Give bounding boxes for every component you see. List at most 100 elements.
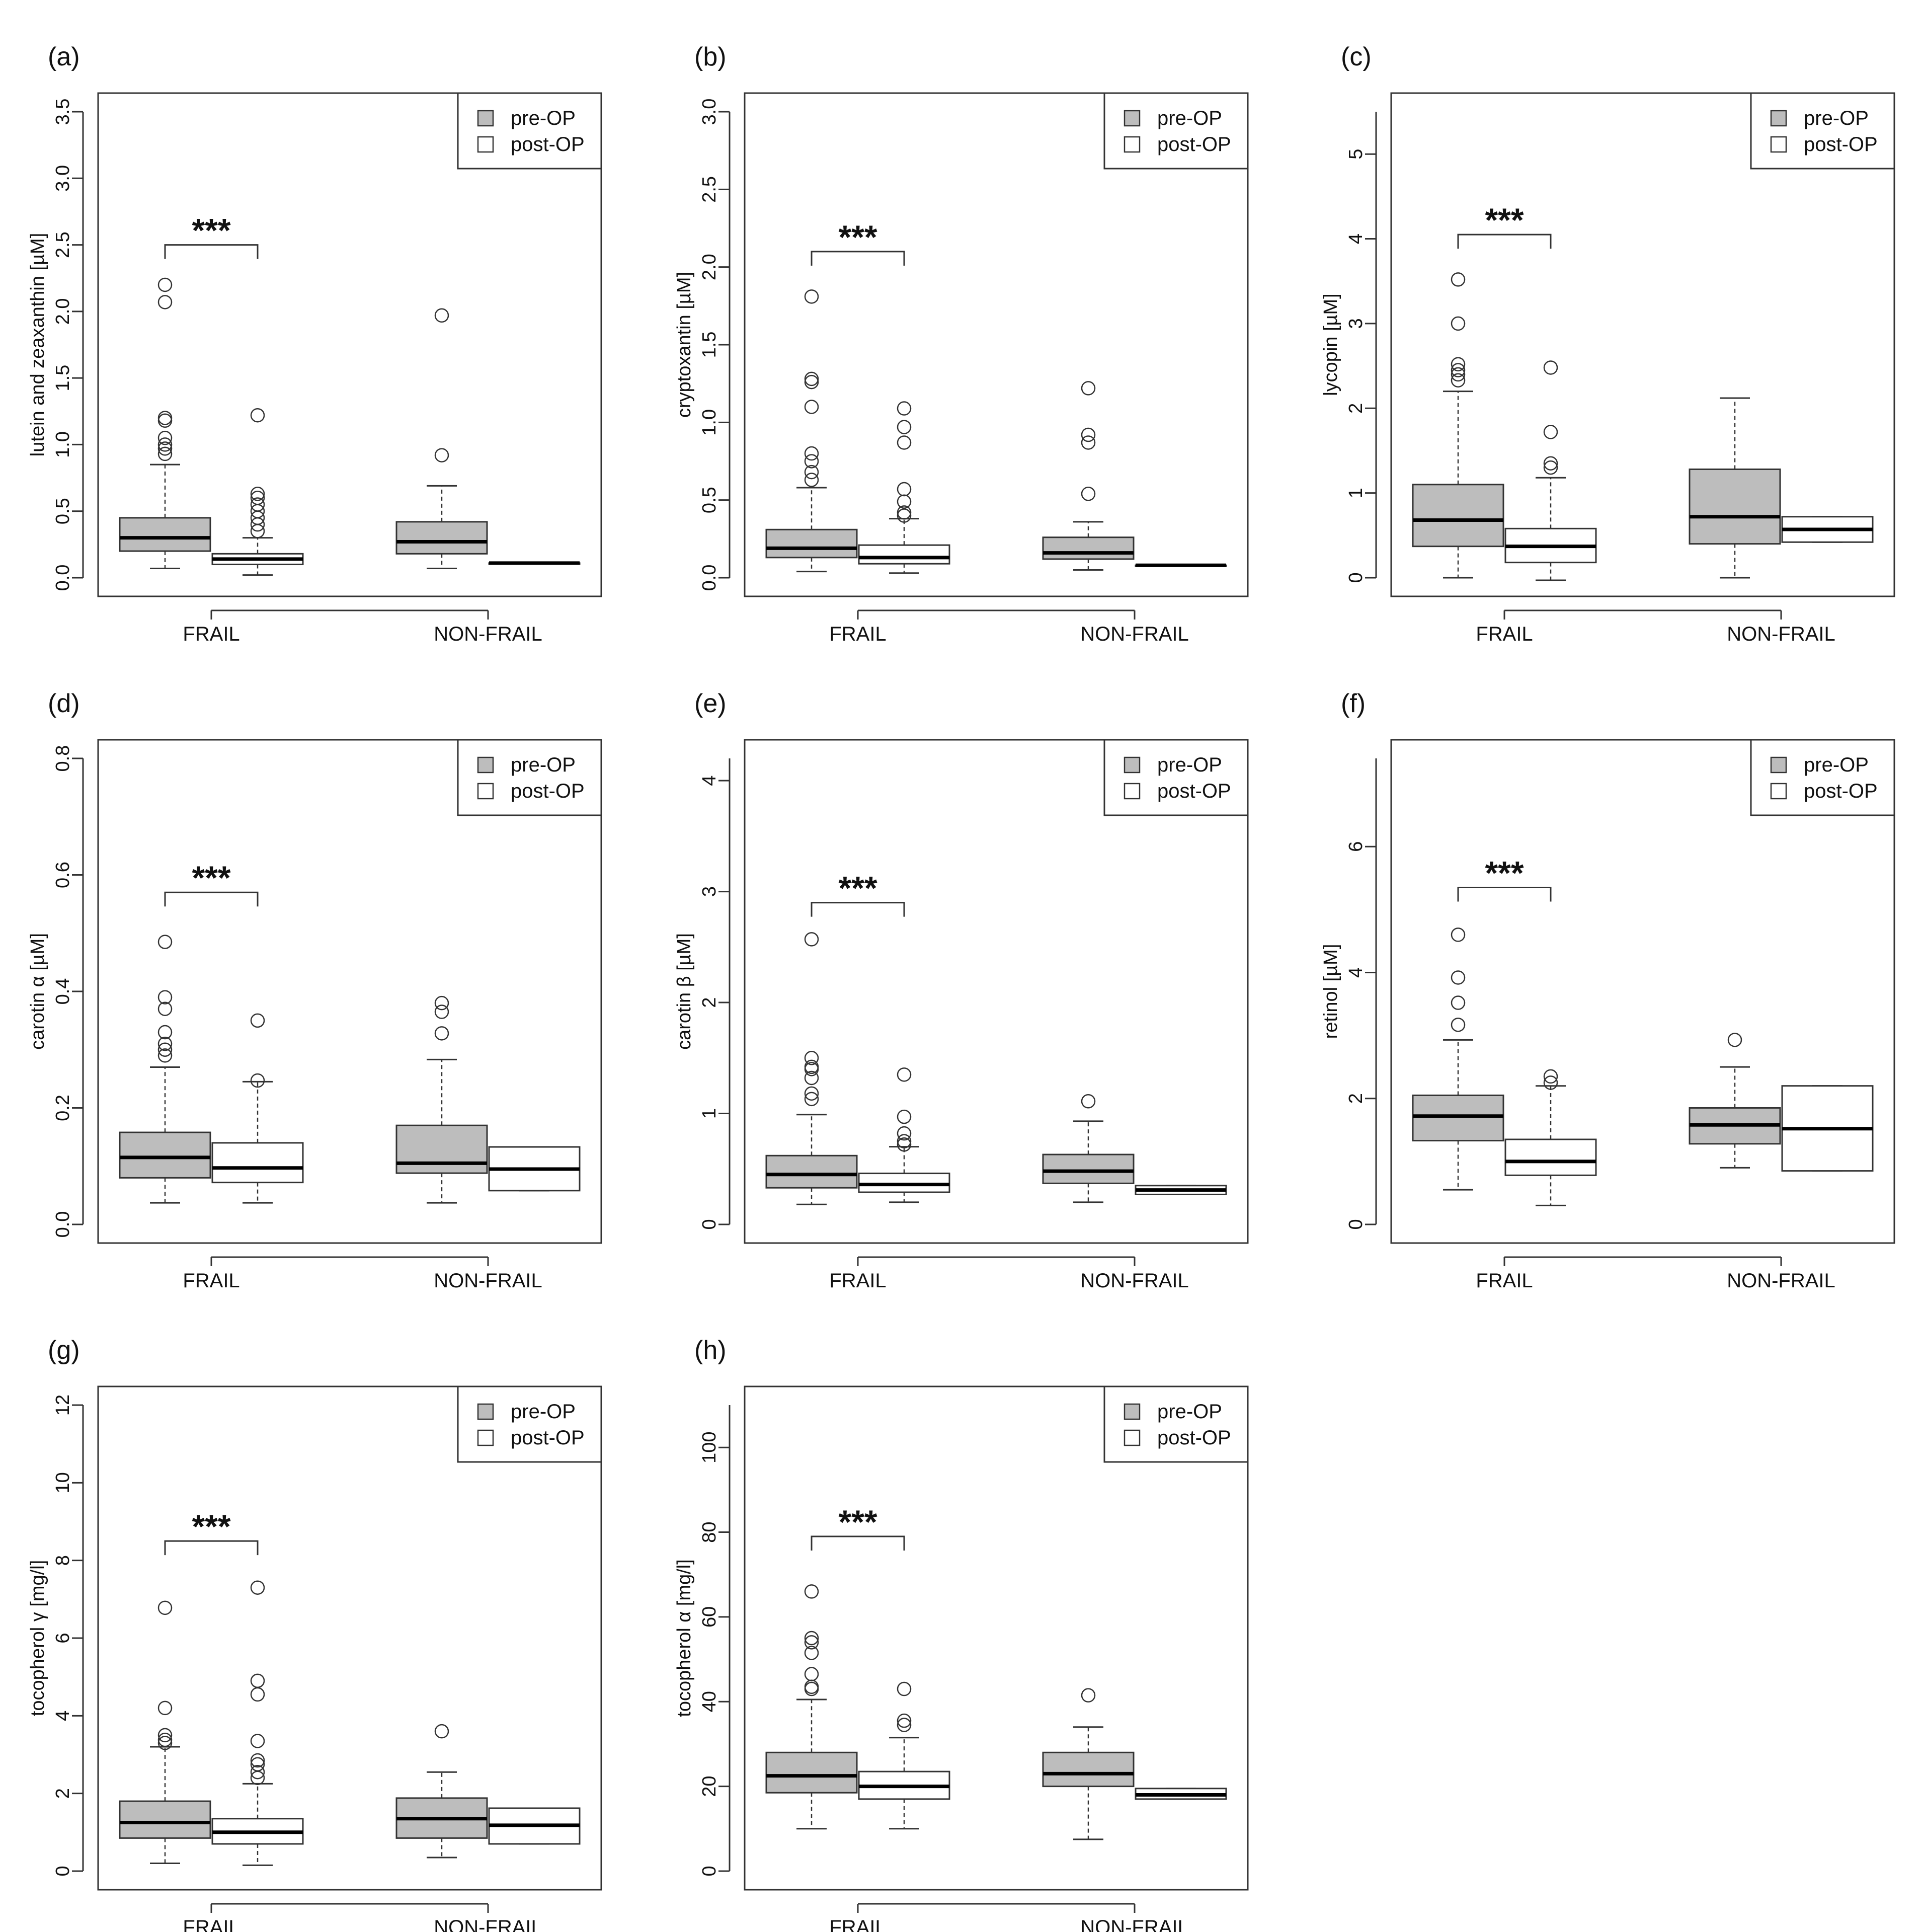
outlier-point <box>1451 367 1466 382</box>
outlier-point <box>897 420 912 434</box>
significance-label: *** <box>1485 855 1524 892</box>
outlier-point <box>250 1580 265 1595</box>
legend-post-op-label: post-OP <box>511 133 585 156</box>
legend-post-op-label: post-OP <box>1804 133 1878 156</box>
category-label-non-frail: NON-FRAIL <box>1727 1270 1835 1292</box>
legend-box <box>457 92 602 170</box>
plot-frame <box>97 92 602 597</box>
outlier-point <box>897 1067 912 1082</box>
iqr-box <box>1042 1153 1135 1184</box>
y-tick-label: 3.5 <box>52 99 73 125</box>
legend-post-op-swatch <box>1124 783 1141 800</box>
outlier-point <box>434 308 449 323</box>
outlier-point <box>250 1073 265 1088</box>
box-pre-op-frail <box>119 935 211 1204</box>
outlier-point <box>897 1718 912 1732</box>
outlier-point <box>1543 460 1558 475</box>
significance-bracket <box>811 251 905 266</box>
box-post-op-non-frail <box>1135 1788 1227 1800</box>
category-label-non-frail: NON-FRAIL <box>434 623 542 645</box>
significance-bracket <box>164 1540 259 1556</box>
category-label-frail: FRAIL <box>1476 623 1533 645</box>
outlier-point <box>250 1770 265 1786</box>
legend: pre-OP post-OP <box>1103 1385 1249 1463</box>
plot-frame <box>744 1385 1249 1891</box>
outlier-point <box>897 1713 912 1728</box>
category-label-frail: FRAIL <box>183 623 239 645</box>
outlier-point <box>157 1025 173 1040</box>
legend-pre-op-swatch <box>1770 110 1787 127</box>
outlier-point <box>250 1013 265 1028</box>
outlier-point <box>804 1667 819 1681</box>
outlier-point <box>897 505 912 520</box>
outlier-point <box>434 1026 449 1041</box>
y-tick-label: 4 <box>1345 967 1367 978</box>
category-label-frail: FRAIL <box>1476 1270 1533 1292</box>
significance-bracket <box>1457 234 1552 249</box>
panel-letter: (g) <box>48 1336 80 1365</box>
outlier-point <box>1451 995 1466 1010</box>
panel-b: (b) 0.0 0.5 1.0 1.5 2.0 2.5 3.0 cryptoxantin [µM… <box>674 42 1249 645</box>
y-tick-label: 6 <box>52 1633 73 1643</box>
outlier-point <box>804 1051 819 1065</box>
y-tick-label: 0 <box>1345 572 1367 583</box>
outlier-point <box>804 465 819 480</box>
outlier-point <box>250 1764 265 1780</box>
significance-bracket <box>811 902 905 917</box>
box-pre-op-frail <box>1412 928 1504 1191</box>
outlier-point <box>804 1059 819 1074</box>
box-pre-op-frail <box>765 932 858 1205</box>
legend-post-op-swatch <box>1124 1429 1141 1446</box>
y-tick-label: 1 <box>1345 488 1367 498</box>
y-tick-label: 0 <box>52 1866 73 1876</box>
iqr-box <box>119 1800 211 1839</box>
outlier-point <box>1081 1094 1096 1109</box>
outlier-point <box>897 1109 912 1124</box>
outlier-point <box>434 1004 449 1019</box>
legend-pre-op-swatch <box>1124 110 1141 127</box>
legend-box <box>457 739 602 816</box>
legend-post-op-label: post-OP <box>1157 780 1231 802</box>
legend-box <box>1750 739 1895 816</box>
outlier-point <box>157 1728 173 1743</box>
box-pre-op-non-frail <box>395 1724 488 1859</box>
y-tick-label: 0 <box>699 1219 720 1229</box>
outlier-point <box>250 1753 265 1768</box>
outlier-point <box>804 1635 819 1650</box>
box-post-op-frail <box>1504 360 1597 581</box>
legend-post-op-swatch <box>477 136 494 153</box>
y-tick-label: 3 <box>699 886 720 897</box>
outlier-point <box>897 435 912 450</box>
y-axis-title: cryptoxantin [µM] <box>674 272 695 418</box>
outlier-point <box>1543 1075 1558 1090</box>
plot-frame <box>1390 92 1895 597</box>
category-label-non-frail: NON-FRAIL <box>434 1270 542 1292</box>
outlier-point <box>157 430 173 445</box>
box-post-op-frail <box>211 1013 304 1204</box>
outlier-point <box>897 494 912 509</box>
iqr-box <box>1412 484 1504 548</box>
legend-post-op-swatch <box>477 1429 494 1446</box>
box-pre-op-non-frail <box>1689 1033 1781 1169</box>
y-tick-label: 0 <box>699 1866 720 1876</box>
outlier-point <box>1081 435 1096 450</box>
y-tick-label: 100 <box>699 1432 720 1463</box>
outlier-point <box>1543 456 1558 471</box>
box-pre-op-non-frail <box>395 308 488 569</box>
iqr-box <box>858 544 950 565</box>
y-axis-title: lutein and zeaxanthin [µM] <box>27 233 48 456</box>
legend: pre-OP post-OP <box>457 1385 602 1463</box>
panel-a: (a) 0.0 0.5 1.0 1.5 2.0 2.5 3.0 3.5 lutein and ze… <box>27 42 602 645</box>
y-axis-title: carotin β [µM] <box>674 933 695 1050</box>
outlier-point <box>897 401 912 416</box>
panel-letter: (e) <box>694 689 727 718</box>
panel-f: (f) 0 2 4 6 retinol [µM] FRAIL NON-FRAIL *** pre-… <box>1320 689 1895 1292</box>
outlier-point <box>804 374 819 390</box>
significance-label: *** <box>192 212 230 249</box>
outlier-point <box>434 448 449 462</box>
y-tick-label: 3.0 <box>52 165 73 192</box>
y-tick-label: 0.6 <box>52 862 73 888</box>
significance-label: *** <box>838 218 877 256</box>
panel-letter: (f) <box>1341 689 1366 718</box>
outlier-point <box>157 446 173 461</box>
